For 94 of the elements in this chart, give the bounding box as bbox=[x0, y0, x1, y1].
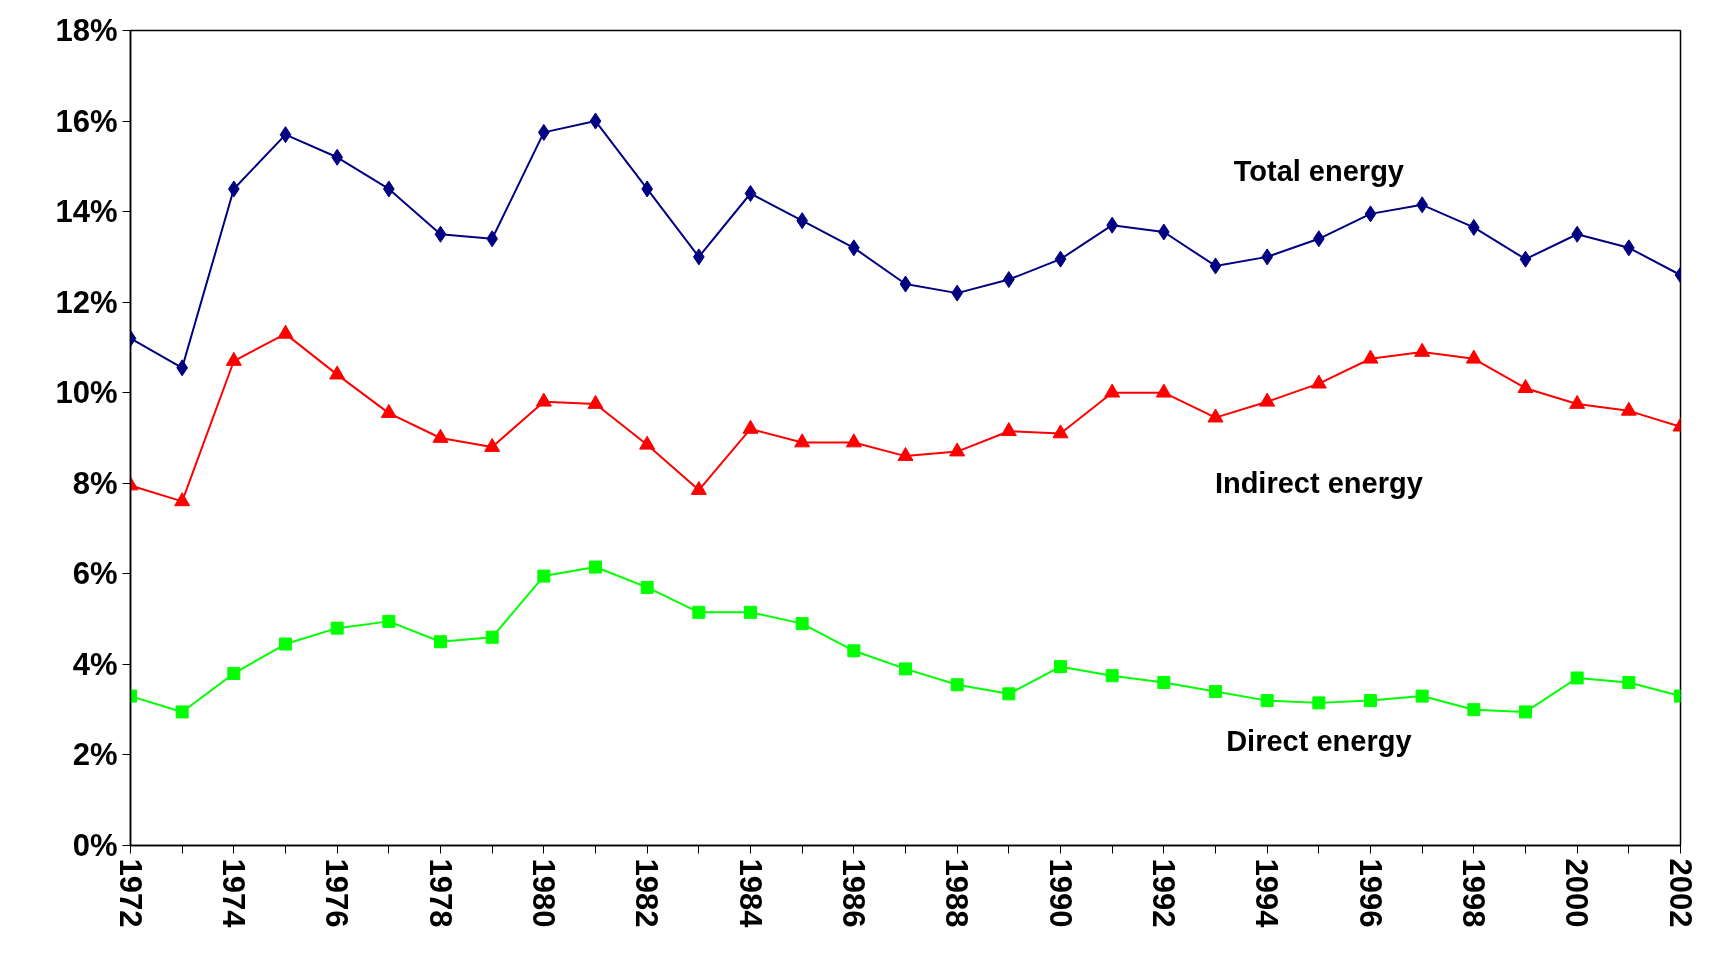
point bbox=[1000, 422, 1017, 437]
point bbox=[175, 705, 189, 719]
point bbox=[794, 433, 811, 448]
point bbox=[1105, 669, 1119, 683]
point bbox=[847, 644, 861, 658]
point bbox=[330, 621, 344, 635]
x-tick-label: 2000 bbox=[1559, 858, 1595, 928]
point bbox=[1622, 676, 1636, 689]
x-tick-label: 1992 bbox=[1145, 858, 1181, 928]
point bbox=[1155, 383, 1172, 398]
point bbox=[742, 419, 759, 434]
point bbox=[227, 666, 241, 680]
point bbox=[744, 185, 757, 202]
point bbox=[589, 112, 602, 130]
y-tick-label: 2% bbox=[72, 737, 118, 773]
y-tick-label: 14% bbox=[55, 194, 118, 230]
point bbox=[1519, 705, 1532, 719]
x-tick-label: 1976 bbox=[319, 858, 355, 928]
series-label: Total energy bbox=[1233, 154, 1404, 187]
point bbox=[1465, 349, 1482, 364]
point bbox=[382, 614, 396, 628]
x-tick-label: 1978 bbox=[422, 858, 458, 928]
point bbox=[174, 492, 191, 507]
point bbox=[1414, 342, 1431, 357]
point bbox=[535, 392, 552, 407]
y-tick-label: 18% bbox=[55, 13, 118, 48]
point bbox=[1054, 250, 1067, 268]
point bbox=[640, 580, 654, 594]
point bbox=[1364, 205, 1377, 223]
x-tick-label: 1996 bbox=[1352, 858, 1388, 928]
point bbox=[485, 630, 499, 644]
point bbox=[1260, 694, 1274, 708]
point bbox=[537, 569, 551, 583]
point bbox=[1052, 424, 1069, 439]
point bbox=[795, 617, 809, 631]
point bbox=[1002, 687, 1016, 701]
point bbox=[690, 480, 707, 495]
x-tick-label: 1980 bbox=[525, 858, 561, 928]
point bbox=[1209, 257, 1222, 275]
point bbox=[1364, 694, 1377, 708]
point bbox=[845, 433, 862, 448]
point bbox=[692, 605, 706, 619]
y-tick-label: 6% bbox=[72, 556, 118, 592]
point bbox=[1467, 703, 1481, 717]
point bbox=[1310, 374, 1327, 389]
point bbox=[1517, 379, 1534, 394]
point bbox=[434, 225, 447, 243]
point bbox=[1415, 689, 1429, 703]
point bbox=[279, 637, 292, 651]
point bbox=[899, 662, 912, 676]
point bbox=[432, 428, 449, 443]
point bbox=[744, 605, 757, 619]
point bbox=[277, 324, 294, 339]
y-tick-label: 8% bbox=[72, 465, 118, 501]
x-tick-label: 1990 bbox=[1042, 858, 1078, 928]
series-label: Direct energy bbox=[1226, 725, 1412, 758]
point bbox=[1157, 676, 1171, 689]
y-tick-label: 10% bbox=[55, 375, 118, 411]
series-label: Indirect energy bbox=[1214, 467, 1423, 500]
x-tick-label: 1986 bbox=[835, 858, 871, 928]
x-tick-label: 1984 bbox=[732, 858, 768, 929]
point bbox=[1620, 401, 1637, 416]
point bbox=[587, 394, 604, 409]
x-tick-label: 1994 bbox=[1249, 858, 1285, 929]
point bbox=[380, 403, 397, 418]
point bbox=[434, 635, 447, 649]
point bbox=[1312, 696, 1326, 710]
x-tick-label: 2002 bbox=[1662, 858, 1698, 928]
point bbox=[1569, 394, 1586, 409]
point bbox=[329, 365, 346, 380]
point bbox=[279, 126, 292, 144]
y-tick-label: 12% bbox=[55, 284, 118, 320]
point bbox=[1570, 671, 1584, 685]
point bbox=[897, 446, 914, 461]
point bbox=[949, 442, 966, 457]
point bbox=[1519, 250, 1532, 268]
point bbox=[589, 560, 602, 574]
point bbox=[1259, 392, 1276, 407]
y-tick-label: 4% bbox=[72, 646, 118, 682]
x-tick-label: 1974 bbox=[215, 858, 251, 929]
point bbox=[225, 351, 242, 366]
point bbox=[950, 678, 964, 692]
point bbox=[1362, 349, 1379, 364]
point bbox=[484, 437, 501, 452]
point bbox=[1054, 660, 1067, 674]
point bbox=[639, 435, 656, 450]
point bbox=[1104, 383, 1121, 398]
point bbox=[1209, 685, 1222, 699]
point bbox=[899, 275, 912, 293]
x-tick-label: 1982 bbox=[629, 858, 665, 928]
point bbox=[1207, 408, 1224, 423]
y-tick-label: 16% bbox=[55, 103, 118, 139]
x-tick-label: 1998 bbox=[1455, 858, 1491, 928]
x-tick-label: 1988 bbox=[939, 858, 975, 928]
